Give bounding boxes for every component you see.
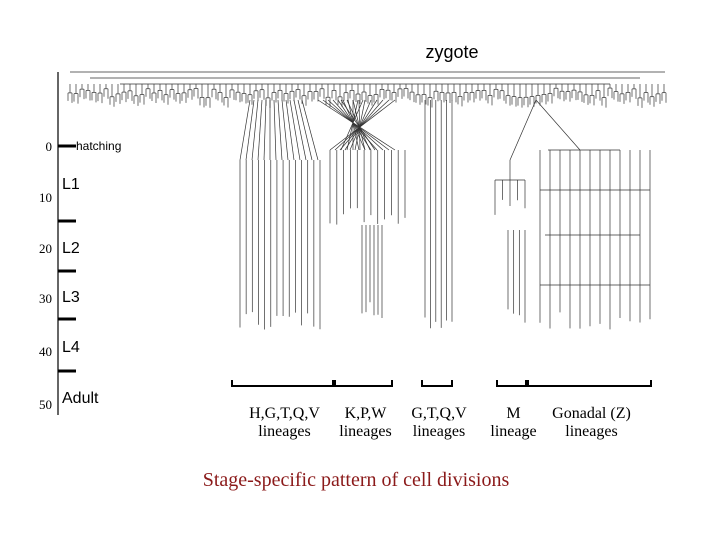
time-tick-label: 10 xyxy=(39,190,52,205)
group-bracket xyxy=(496,380,527,387)
group-name: K,P,W xyxy=(345,405,388,422)
stage-label: Adult xyxy=(62,390,99,407)
branch xyxy=(354,99,366,151)
branch xyxy=(289,99,301,161)
group-bracket xyxy=(231,380,334,387)
branch xyxy=(297,99,313,161)
lineage-tree xyxy=(67,71,667,330)
stage-label: hatching xyxy=(76,139,121,153)
stage-label: L3 xyxy=(62,289,80,306)
group-name: G,T,Q,V xyxy=(411,405,467,422)
branch xyxy=(257,99,263,161)
group-bracket xyxy=(421,380,453,387)
branch xyxy=(344,99,378,151)
branch xyxy=(347,99,360,151)
caption: Stage-specific pattern of cell divisions xyxy=(203,469,510,491)
branch xyxy=(277,99,283,161)
branch xyxy=(340,99,376,151)
group-subtitle: lineage xyxy=(490,423,536,440)
branch xyxy=(285,99,295,161)
stage-label: L2 xyxy=(62,240,80,257)
branch xyxy=(263,99,267,161)
branch xyxy=(281,99,289,161)
branch xyxy=(339,99,384,151)
time-tick-label: 30 xyxy=(39,291,52,306)
time-tick-label: 50 xyxy=(39,397,52,412)
branch xyxy=(273,99,277,161)
branch xyxy=(349,99,372,151)
branch xyxy=(334,99,390,151)
branch xyxy=(509,99,537,161)
group-subtitle: lineages xyxy=(339,423,391,440)
branch xyxy=(327,99,384,151)
branch xyxy=(293,99,307,161)
branch xyxy=(535,99,581,151)
time-tick-label: 20 xyxy=(39,241,52,256)
branch xyxy=(352,99,366,151)
branch xyxy=(239,99,251,161)
branch xyxy=(337,99,372,151)
group-subtitle: lineages xyxy=(565,423,617,440)
stage-label: L1 xyxy=(62,176,80,193)
branch xyxy=(301,99,319,161)
branch xyxy=(251,99,259,161)
group-subtitle: lineages xyxy=(413,423,465,440)
branch xyxy=(245,99,255,161)
time-tick-label: 40 xyxy=(39,344,52,359)
branch xyxy=(340,99,364,151)
group-name: H,G,T,Q,V xyxy=(249,405,320,422)
group-name: M xyxy=(506,405,520,422)
group-bracket xyxy=(334,380,393,387)
time-tick-label: 0 xyxy=(46,139,53,154)
group-name: Gonadal (Z) xyxy=(552,405,631,422)
group-subtitle: lineages xyxy=(258,423,310,440)
branch xyxy=(346,99,359,151)
stage-label: L4 xyxy=(62,339,80,356)
branch xyxy=(346,99,371,151)
top-label: zygote xyxy=(425,42,478,62)
group-bracket xyxy=(527,380,652,387)
